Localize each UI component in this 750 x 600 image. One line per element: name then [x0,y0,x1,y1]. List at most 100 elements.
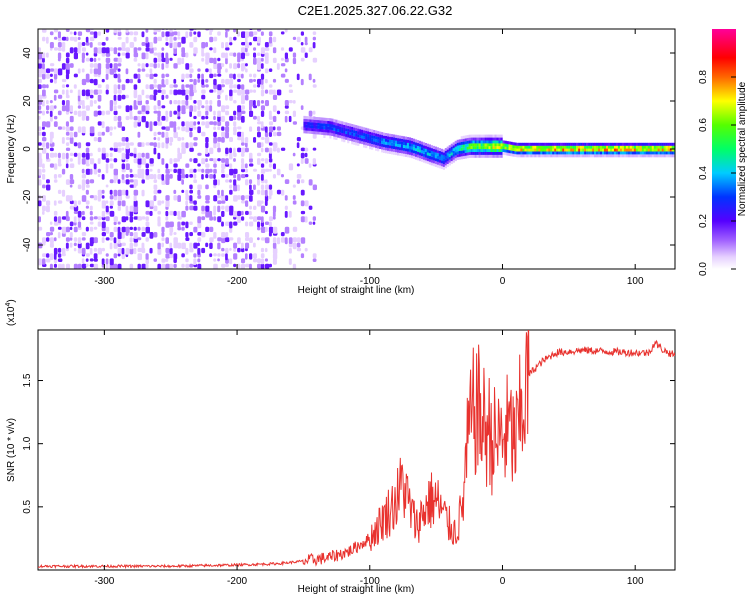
spectrogram-cell [189,78,193,83]
spectrogram-cell [141,174,145,180]
spectrogram-cell [153,105,157,111]
spectrogram-cell [217,84,222,91]
spectrogram-cell [257,131,261,138]
spectrogram-cell [177,221,181,228]
spectrogram-cell [153,131,157,137]
spectrogram-cell [177,168,182,174]
spectrogram-cell [253,184,256,190]
x-tick-label: 100 [627,276,644,287]
spectrogram-cell [85,36,89,43]
spectrogram-cell [145,174,150,180]
spectrogram-cell [426,161,429,164]
spectrogram-cell [452,159,455,163]
spectrogram-cell [600,154,603,158]
spectrogram-cell [464,155,467,159]
spectrogram-cell [189,142,193,148]
spectrogram-cell [385,138,388,142]
spectrogram-cell [117,31,122,36]
spectrogram-cell [249,195,253,202]
spectrogram-cell [627,142,631,146]
spectrogram-cell [272,210,276,218]
spectrogram-cell [402,144,406,148]
spectrogram-cell [53,121,58,127]
spectrogram-cell [272,216,276,220]
spectrogram-cell [345,131,348,135]
colorbar: 0.00.20.40.60.8 Normalized spectral ampl… [698,29,748,276]
spectrogram-cell [201,158,206,165]
spectrogram-cell [249,100,254,107]
spectrogram-cell [141,89,145,96]
spectrogram-cell [85,57,90,62]
spectrogram-cell [408,140,412,144]
spectrogram-cell [153,195,157,202]
spectrogram-cell [193,121,197,126]
spectrogram-cell [304,247,308,252]
spectrogram-cell [458,153,461,157]
spectrogram-cell [472,134,475,138]
spectrogram-cell [113,174,118,181]
spectrogram-cell [432,163,435,167]
spectrogram-cell [260,216,264,223]
spectrogram-cell [217,137,222,142]
spectrogram-cell [619,145,623,149]
spectrogram-cell [669,142,672,146]
spectrogram-cell [308,205,313,210]
spectrogram-cell [245,168,248,173]
spectrogram-cell [42,253,47,258]
spectrogram-cell [101,42,106,46]
spectrogram-cell [205,226,210,232]
spectrogram-cell [325,129,328,133]
spectrogram-cell [643,145,646,149]
spectrogram-cell [165,94,169,99]
spectrogram-cell [406,148,410,152]
spectrogram-cell [189,263,194,268]
spectrogram-cell [383,141,386,145]
spectrogram-cell [249,179,253,184]
spectrogram-cell [157,84,162,90]
spectrogram-cell [450,143,453,147]
spectrogram-cell [548,148,551,152]
spectrogram-cell [61,36,67,41]
spectrogram-cell [653,148,656,152]
spectrogram-cell [284,226,290,234]
spectrogram-cell [245,242,250,249]
spectrogram-cell [566,148,569,152]
spectrogram-cell [213,179,218,186]
spectrogram-cell [229,205,234,213]
spectrogram-cell [327,123,330,127]
spectrogram-cell [592,154,595,158]
spectrogram-cell [412,150,416,154]
spectrogram-cell [149,210,153,216]
spectrogram-cell [105,258,109,265]
spectrogram-cell [237,174,241,181]
spectrogram-cell [229,137,233,142]
spectrogram-cell [38,131,42,136]
spectrogram-cell [53,115,58,120]
spectrogram-cell [387,133,390,137]
spectrogram-cell [105,226,110,234]
spectrogram-cell [460,141,463,145]
spectrogram-cell [97,84,102,89]
spectrogram-cell [343,136,346,140]
spectrogram-cell [157,174,162,180]
spectrogram-cell [193,126,197,130]
spectrogram-cell [312,57,318,63]
spectrogram-cell [233,115,237,121]
spectrogram-cell [133,189,139,196]
spectrogram-cell [633,151,637,155]
spectrogram-cell [331,124,334,128]
spectrogram-cell [478,146,481,150]
spectrogram-cell [365,133,368,137]
spectrogram-cell [522,151,525,155]
spectrogram-cell [319,120,322,124]
spectrogram-cell [105,110,111,115]
spectrogram-cell [257,221,261,228]
spectrogram-cell [345,125,348,129]
spectrogram-cell [288,210,292,218]
spectrogram-cell [361,129,364,133]
spectrogram-cell [307,116,310,120]
spectrogram-cell [42,131,46,137]
spectrogram-cell [488,134,491,138]
spectrogram-cell [121,216,127,223]
spectrogram-cell [292,237,297,243]
